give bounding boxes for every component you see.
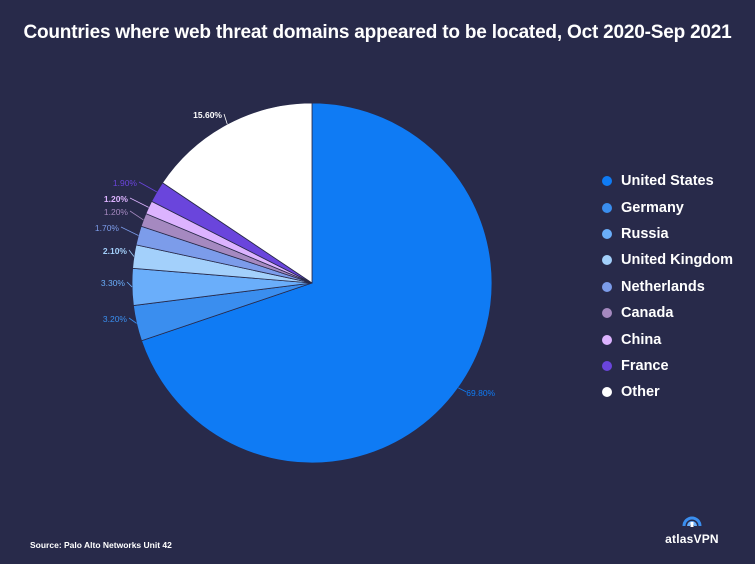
data-label: 1.20%	[104, 194, 129, 204]
legend-swatch	[602, 360, 612, 371]
legend-item: Germany	[602, 194, 733, 220]
legend-item: Russia	[602, 221, 733, 247]
legend-swatch	[602, 334, 612, 345]
leader-line	[458, 387, 467, 393]
legend-label: Other	[621, 384, 660, 401]
legend-swatch	[602, 202, 612, 213]
data-label: 3.20%	[103, 314, 128, 324]
legend-swatch	[602, 387, 612, 398]
legend-label: Germany	[621, 199, 684, 216]
legend-swatch	[602, 176, 612, 187]
leader-line	[128, 249, 135, 257]
legend-swatch	[602, 308, 612, 319]
legend-label: France	[621, 357, 669, 374]
legend-swatch	[602, 281, 612, 292]
data-label: 1.20%	[104, 207, 129, 217]
legend-swatch	[602, 255, 612, 266]
legend-item: Netherlands	[602, 274, 733, 300]
leader-line	[129, 197, 149, 208]
data-label: 1.70%	[95, 223, 120, 233]
data-label: 15.60%	[193, 110, 222, 120]
leader-line	[128, 317, 137, 324]
legend-label: China	[621, 331, 662, 348]
legend-label: United States	[621, 173, 714, 190]
pie-slice-united-states	[141, 102, 493, 464]
data-label: 69.80%	[466, 388, 495, 398]
legend-item: France	[602, 353, 733, 379]
leader-line	[129, 210, 144, 221]
leader-line	[138, 181, 157, 193]
leader-line	[126, 281, 133, 288]
data-label: 1.90%	[113, 178, 138, 188]
legend: United States Germany Russia United Kingdom…	[602, 168, 733, 406]
leader-line	[120, 226, 139, 236]
legend-item: Canada	[602, 300, 733, 326]
brand-name: atlasVPN	[665, 532, 719, 546]
legend-item: Other	[602, 379, 733, 405]
legend-label: United Kingdom	[621, 252, 733, 269]
data-label: 3.30%	[101, 278, 126, 288]
leader-line	[223, 113, 228, 125]
chart-title: Countries where web threat domains appea…	[23, 22, 732, 43]
legend-label: Netherlands	[621, 278, 705, 295]
brand-logo: atlasVPN	[652, 508, 732, 546]
source-note: Source: Palo Alto Networks Unit 42	[30, 540, 172, 550]
legend-item: United Kingdom	[602, 247, 733, 273]
legend-label: Russia	[621, 225, 669, 242]
legend-label: Canada	[621, 305, 674, 322]
legend-item: China	[602, 326, 733, 352]
legend-swatch	[602, 228, 612, 239]
legend-item: United States	[602, 168, 733, 194]
atlasvpn-logo-icon	[682, 516, 702, 527]
data-label: 2.10%	[103, 246, 128, 256]
